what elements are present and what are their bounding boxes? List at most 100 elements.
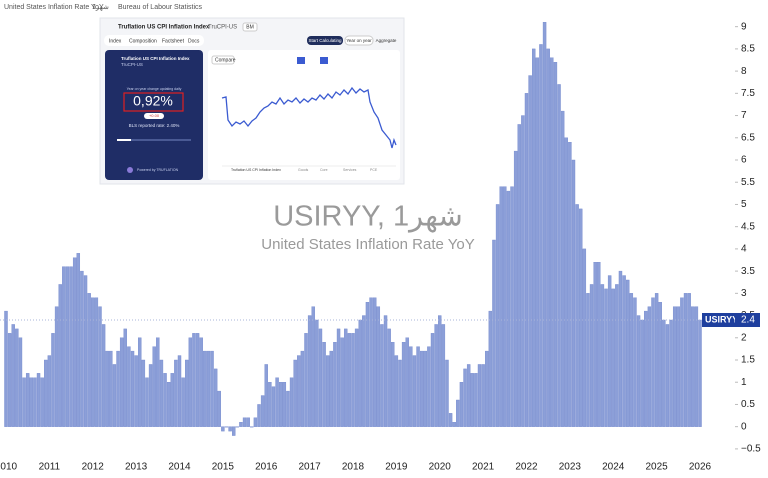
bar bbox=[495, 204, 500, 427]
bar bbox=[297, 355, 301, 427]
tab[interactable]: Index bbox=[109, 38, 122, 44]
y-tick-label: 6 bbox=[741, 155, 747, 166]
last-value-tag bbox=[735, 313, 760, 327]
bar bbox=[499, 186, 503, 427]
highlight-box bbox=[123, 92, 184, 112]
bar bbox=[680, 297, 684, 427]
logo bbox=[127, 167, 133, 173]
bar bbox=[15, 328, 19, 427]
bar bbox=[246, 417, 250, 427]
bar bbox=[698, 319, 702, 427]
y-tick-label: 1.5 bbox=[741, 355, 755, 366]
bar bbox=[571, 159, 576, 427]
bar bbox=[145, 377, 149, 427]
bar bbox=[604, 288, 608, 427]
x-tick-label: 2023 bbox=[559, 462, 582, 473]
plot-area bbox=[0, 22, 735, 436]
bar bbox=[510, 186, 514, 427]
bar bbox=[513, 150, 518, 427]
range-fill bbox=[117, 139, 131, 141]
bar bbox=[550, 57, 554, 427]
bar bbox=[463, 368, 467, 427]
last-value-label: 2.4 bbox=[741, 315, 755, 326]
inset-legend: Goods bbox=[298, 168, 309, 172]
bar bbox=[289, 377, 294, 427]
bar bbox=[127, 346, 131, 427]
bar bbox=[170, 373, 174, 427]
button[interactable]: Aggregate bbox=[376, 38, 397, 43]
bar bbox=[336, 328, 341, 427]
tab[interactable]: Docs bbox=[188, 38, 200, 44]
bar bbox=[65, 266, 70, 427]
button-bg bbox=[307, 36, 343, 45]
card-footer: Powered by TRUFLATION bbox=[137, 168, 179, 172]
button[interactable]: Year on year bbox=[346, 38, 372, 43]
bar bbox=[694, 306, 699, 427]
y-tick-label: 8 bbox=[741, 66, 747, 77]
bar bbox=[607, 275, 612, 427]
dropdown[interactable]: Compare bbox=[215, 57, 236, 63]
tab[interactable]: Factsheet bbox=[162, 38, 185, 44]
bar bbox=[441, 324, 446, 427]
bar bbox=[579, 208, 583, 427]
y-tick-label: 3 bbox=[741, 288, 747, 299]
bar bbox=[101, 324, 106, 427]
bar bbox=[430, 333, 435, 427]
bar bbox=[206, 350, 211, 427]
bar bbox=[344, 328, 348, 427]
bar bbox=[640, 319, 644, 427]
symbol-tag bbox=[702, 313, 735, 327]
bar bbox=[329, 350, 334, 427]
y-tick-label: 7.5 bbox=[741, 88, 755, 99]
bar bbox=[4, 310, 8, 427]
bar bbox=[589, 284, 594, 427]
bar bbox=[98, 306, 102, 427]
bar bbox=[203, 350, 207, 427]
bar bbox=[29, 377, 34, 427]
bar bbox=[109, 350, 113, 427]
bar bbox=[123, 328, 127, 427]
watermark-symbol: USIRYY, 1شهر bbox=[273, 201, 463, 234]
bar bbox=[597, 262, 601, 427]
y-tick-label: 5.5 bbox=[741, 177, 755, 188]
bar bbox=[672, 306, 677, 427]
bar bbox=[22, 377, 26, 427]
bar bbox=[239, 422, 243, 427]
bar bbox=[340, 337, 344, 427]
bar bbox=[423, 350, 428, 427]
bar bbox=[625, 279, 630, 427]
bar bbox=[477, 364, 482, 427]
x-tick-label: 2024 bbox=[602, 462, 625, 473]
bar bbox=[503, 186, 507, 427]
x-tick-label: 2026 bbox=[689, 462, 712, 473]
bar bbox=[181, 377, 185, 427]
button[interactable]: Start Calculating bbox=[308, 38, 342, 43]
bar bbox=[148, 364, 153, 427]
y-tick-label: 1 bbox=[741, 377, 747, 388]
bar bbox=[221, 426, 225, 432]
tab[interactable]: Composition bbox=[129, 38, 157, 44]
bar bbox=[615, 284, 619, 427]
bar bbox=[372, 297, 377, 427]
y-tick-label: 0.5 bbox=[741, 399, 755, 410]
bar bbox=[33, 377, 37, 427]
bar bbox=[44, 359, 48, 427]
bar bbox=[325, 355, 330, 427]
bar bbox=[62, 266, 66, 427]
bar bbox=[398, 359, 402, 427]
y-tick-label: 0 bbox=[741, 421, 747, 432]
inset-badge: BM bbox=[246, 24, 254, 30]
bar bbox=[445, 359, 449, 427]
bar bbox=[264, 364, 268, 427]
bar bbox=[25, 373, 30, 427]
interval: 1شهر bbox=[92, 4, 109, 11]
bar bbox=[282, 382, 287, 427]
bar bbox=[492, 239, 496, 427]
bar bbox=[76, 253, 81, 427]
bar bbox=[622, 275, 626, 427]
bar bbox=[275, 377, 279, 427]
y-tick-label: 2 bbox=[741, 332, 747, 343]
bar bbox=[311, 306, 315, 427]
